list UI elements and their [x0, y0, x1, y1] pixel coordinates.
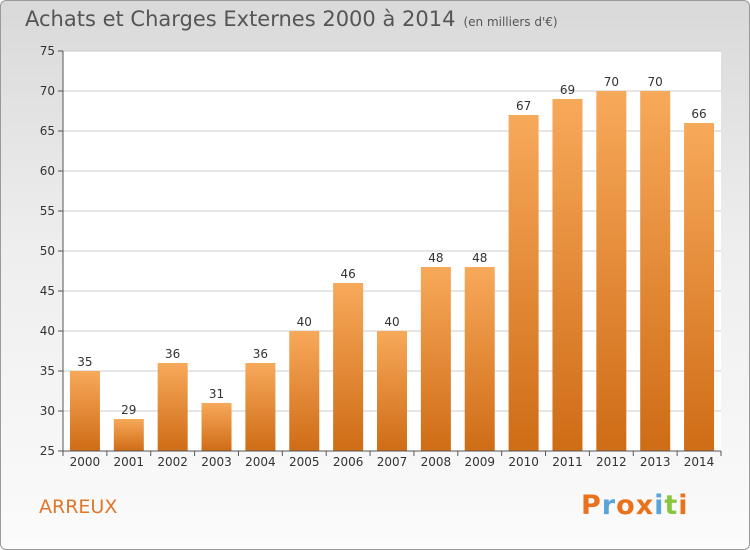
x-tick-label: 2011	[552, 455, 583, 469]
x-tick-label: 2012	[596, 455, 627, 469]
data-labels: 35 29 36 31 36 40 46 40 48 48 67 69 70 70 66	[77, 75, 706, 417]
bar	[596, 91, 627, 451]
y-tick-label: 25	[40, 444, 55, 458]
bar	[508, 115, 539, 451]
y-axis: 25 30 35 40 45 50 55 60 65 70 75	[40, 44, 64, 458]
bar	[289, 331, 320, 451]
data-label: 31	[209, 387, 224, 401]
data-label: 36	[165, 347, 180, 361]
data-label: 35	[77, 355, 92, 369]
data-label: 48	[428, 251, 443, 265]
bar	[377, 331, 407, 451]
data-label: 40	[384, 315, 399, 329]
logo-letter: P	[581, 490, 602, 521]
data-label: 29	[121, 403, 136, 417]
data-label: 69	[560, 83, 575, 97]
x-tick-label: 2010	[508, 455, 539, 469]
x-tick-label: 2004	[245, 455, 276, 469]
x-tick-label: 2014	[684, 455, 715, 469]
y-tick-label: 60	[40, 164, 55, 178]
data-label: 40	[297, 315, 312, 329]
data-label: 70	[648, 75, 663, 89]
x-tick-label: 2006	[333, 455, 364, 469]
y-tick-label: 55	[40, 204, 55, 218]
data-label: 66	[691, 107, 706, 121]
x-tick-label: 2003	[201, 455, 232, 469]
logo-letter: t	[664, 490, 679, 521]
y-tick-label: 40	[40, 324, 55, 338]
y-tick-label: 35	[40, 364, 55, 378]
bar	[464, 267, 495, 451]
y-tick-label: 70	[40, 84, 55, 98]
logo-letter: i	[678, 490, 689, 521]
bar	[157, 363, 188, 451]
x-tick-label: 2005	[289, 455, 320, 469]
bar	[245, 363, 276, 451]
chart-title-text: Achats et Charges Externes 2000 à 2014	[25, 7, 456, 31]
x-tick-label: 2002	[157, 455, 188, 469]
y-tick-label: 75	[40, 44, 55, 58]
y-tick-label: 50	[40, 244, 55, 258]
data-label: 46	[340, 267, 355, 281]
x-tick-label: 2013	[640, 455, 671, 469]
bar	[201, 403, 232, 451]
y-tick-label: 65	[40, 124, 55, 138]
x-tick-label: 2009	[464, 455, 495, 469]
logo-letter: o	[616, 490, 636, 521]
bar	[640, 91, 671, 451]
logo-letter: x	[635, 490, 655, 521]
logo-letter: i	[654, 490, 665, 521]
y-tick-label: 30	[40, 404, 55, 418]
y-tick-label: 45	[40, 284, 55, 298]
x-axis: 2000 2001 2002 2003 2004 2005 2006 2007 2008 2009…	[62, 450, 722, 469]
x-tick-label: 2008	[421, 455, 452, 469]
bars	[69, 91, 715, 451]
chart-title: Achats et Charges Externes 2000 à 2014 (e…	[25, 7, 558, 31]
logo-letter: r	[601, 490, 617, 521]
data-label: 48	[472, 251, 487, 265]
location-label: ARREUX	[39, 496, 118, 518]
x-tick-label: 2007	[377, 455, 408, 469]
x-tick-label: 2001	[114, 455, 145, 469]
bar	[333, 283, 364, 451]
chart-unit: (en milliers d'€)	[463, 15, 558, 29]
proxiti-logo[interactable]: Proxiti	[581, 490, 689, 521]
bar	[684, 123, 715, 451]
bar	[420, 267, 451, 451]
x-tick-label: 2000	[70, 455, 101, 469]
data-label: 70	[604, 75, 619, 89]
data-label: 36	[253, 347, 268, 361]
bar	[552, 99, 583, 451]
data-label: 67	[516, 99, 531, 113]
bar	[113, 419, 144, 451]
bar	[69, 371, 100, 451]
